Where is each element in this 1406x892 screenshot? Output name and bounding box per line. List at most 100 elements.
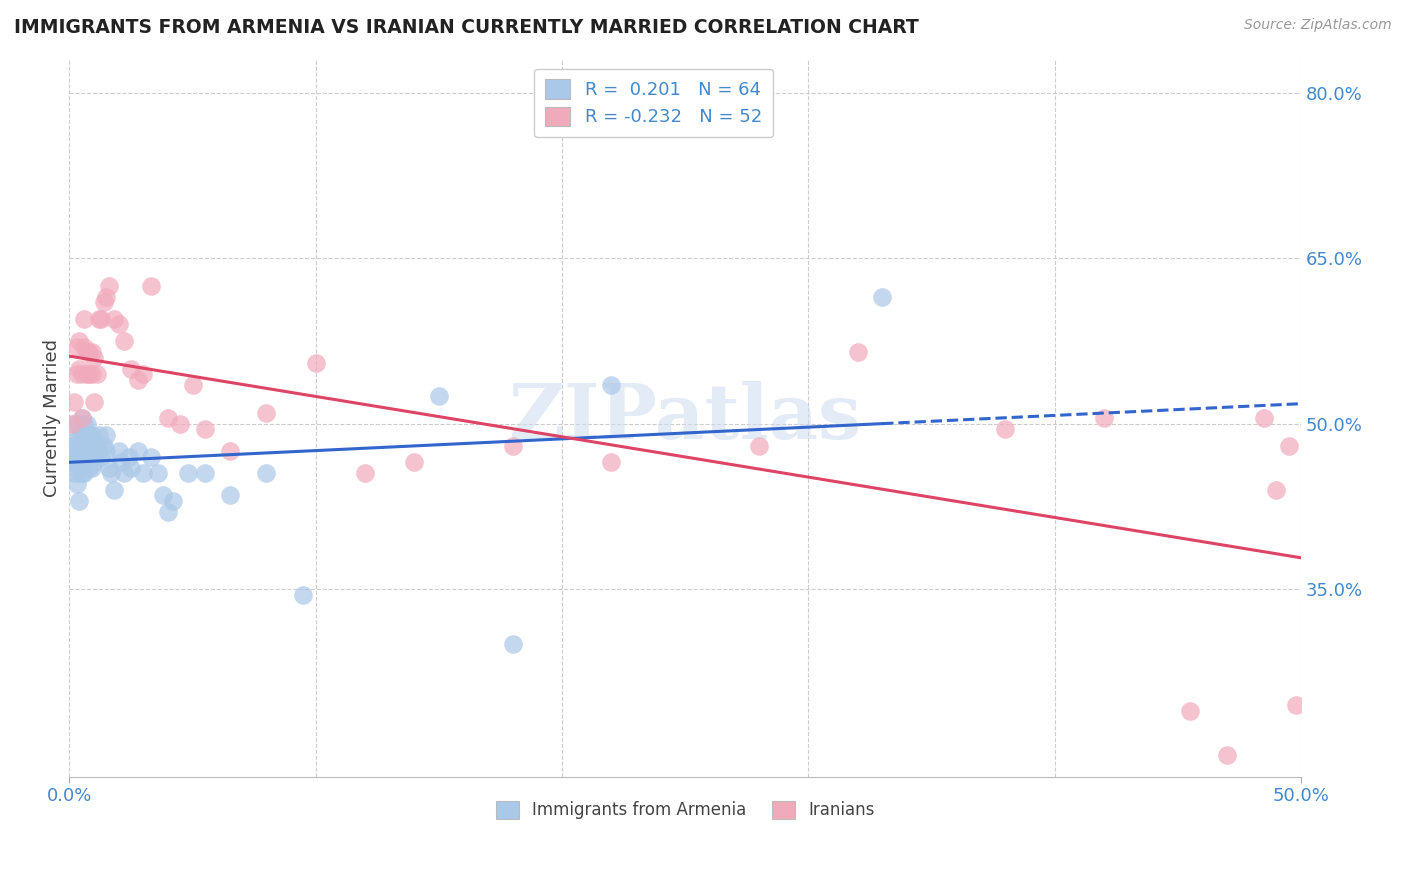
Point	[181, 378, 204, 392]
Point	[110, 455, 132, 469]
Point	[1285, 698, 1308, 713]
Point	[427, 389, 450, 403]
Point	[73, 467, 96, 481]
Point	[112, 334, 135, 348]
Point	[60, 417, 83, 431]
Point	[76, 367, 98, 381]
Point	[502, 637, 524, 651]
Point	[70, 367, 93, 381]
Point	[66, 417, 89, 431]
Point	[66, 477, 89, 491]
Point	[127, 373, 149, 387]
Point	[404, 455, 426, 469]
Point	[256, 406, 278, 420]
Point	[146, 467, 169, 481]
Point	[66, 339, 89, 353]
Point	[86, 367, 108, 381]
Point	[63, 439, 86, 453]
Point	[66, 455, 89, 469]
Text: Source: ZipAtlas.com: Source: ZipAtlas.com	[1244, 18, 1392, 32]
Point	[73, 417, 96, 431]
Point	[90, 450, 112, 464]
Text: IMMIGRANTS FROM ARMENIA VS IRANIAN CURRENTLY MARRIED CORRELATION CHART: IMMIGRANTS FROM ARMENIA VS IRANIAN CURRE…	[14, 18, 918, 37]
Point	[80, 461, 103, 475]
Point	[60, 455, 83, 469]
Point	[63, 417, 86, 431]
Point	[156, 411, 179, 425]
Point	[80, 444, 103, 458]
Point	[994, 422, 1017, 436]
Point	[117, 450, 139, 464]
Point	[1253, 411, 1275, 425]
Point	[83, 439, 105, 453]
Point	[305, 356, 328, 370]
Point	[66, 434, 89, 448]
Point	[86, 444, 108, 458]
Point	[77, 461, 100, 475]
Point	[76, 417, 98, 431]
Point	[1178, 704, 1201, 718]
Point	[66, 367, 89, 381]
Point	[87, 444, 110, 458]
Point	[97, 461, 120, 475]
Point	[70, 444, 93, 458]
Point	[63, 394, 86, 409]
Point	[90, 312, 112, 326]
Point	[67, 494, 90, 508]
Point	[107, 444, 129, 458]
Point	[1265, 483, 1288, 497]
Point	[87, 427, 110, 442]
Text: ZIPatlas: ZIPatlas	[509, 381, 862, 455]
Point	[93, 439, 115, 453]
Point	[70, 467, 93, 481]
Point	[77, 427, 100, 442]
Point	[194, 467, 217, 481]
Point	[107, 318, 129, 332]
Point	[73, 312, 96, 326]
Point	[1216, 747, 1239, 762]
Point	[67, 334, 90, 348]
Point	[67, 444, 90, 458]
Point	[80, 427, 103, 442]
Point	[139, 450, 162, 464]
Point	[103, 483, 125, 497]
Point	[600, 378, 623, 392]
Point	[97, 278, 120, 293]
Point	[120, 461, 142, 475]
Y-axis label: Currently Married: Currently Married	[44, 339, 60, 497]
Point	[77, 345, 100, 359]
Point	[176, 467, 198, 481]
Point	[354, 467, 377, 481]
Point	[63, 467, 86, 481]
Point	[846, 345, 869, 359]
Point	[60, 444, 83, 458]
Point	[218, 444, 240, 458]
Point	[1277, 439, 1299, 453]
Legend: Immigrants from Armenia, Iranians: Immigrants from Armenia, Iranians	[489, 794, 882, 826]
Point	[169, 417, 191, 431]
Point	[162, 494, 184, 508]
Point	[132, 467, 155, 481]
Point	[112, 467, 135, 481]
Point	[73, 339, 96, 353]
Point	[218, 488, 240, 502]
Point	[152, 488, 174, 502]
Point	[256, 467, 278, 481]
Point	[120, 361, 142, 376]
Point	[96, 290, 118, 304]
Point	[70, 427, 93, 442]
Point	[70, 411, 93, 425]
Point	[73, 450, 96, 464]
Point	[67, 361, 90, 376]
Point	[67, 427, 90, 442]
Point	[600, 455, 623, 469]
Point	[103, 312, 125, 326]
Point	[76, 434, 98, 448]
Point	[748, 439, 770, 453]
Point	[194, 422, 217, 436]
Point	[100, 467, 122, 481]
Point	[83, 394, 105, 409]
Point	[870, 290, 893, 304]
Point	[70, 411, 93, 425]
Point	[139, 278, 162, 293]
